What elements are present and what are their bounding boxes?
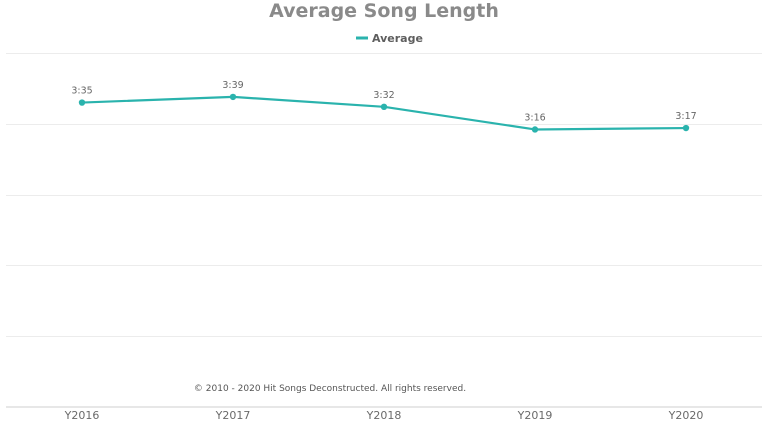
gridlines bbox=[6, 53, 762, 337]
data-point[interactable] bbox=[531, 126, 539, 133]
chart-title: Average Song Length bbox=[269, 0, 499, 22]
data-point[interactable] bbox=[380, 103, 388, 111]
x-tick-label: Y2017 bbox=[215, 409, 251, 422]
data-point[interactable] bbox=[682, 124, 690, 132]
legend-label-average: Average bbox=[372, 32, 423, 45]
x-axis-ticks: Y2016 Y2017 Y2018 Y2019 Y2020 bbox=[64, 409, 704, 422]
data-label: 3:39 bbox=[222, 80, 243, 91]
legend[interactable]: Average bbox=[356, 32, 423, 45]
data-point[interactable] bbox=[229, 93, 237, 101]
x-tick-label: Y2016 bbox=[64, 409, 100, 422]
data-label: 3:35 bbox=[71, 86, 92, 97]
data-label: 3:17 bbox=[675, 111, 696, 122]
x-tick-label: Y2020 bbox=[668, 409, 704, 422]
x-tick-label: Y2019 bbox=[517, 409, 553, 422]
series-average: 3:35 3:39 3:32 3:16 3:17 bbox=[71, 80, 697, 133]
data-point[interactable] bbox=[78, 99, 86, 106]
data-label: 3:32 bbox=[373, 90, 394, 101]
data-label: 3:16 bbox=[524, 112, 545, 123]
copyright-notice: © 2010 - 2020 Hit Songs Deconstructed. A… bbox=[194, 384, 466, 394]
x-tick-label: Y2018 bbox=[366, 409, 402, 422]
